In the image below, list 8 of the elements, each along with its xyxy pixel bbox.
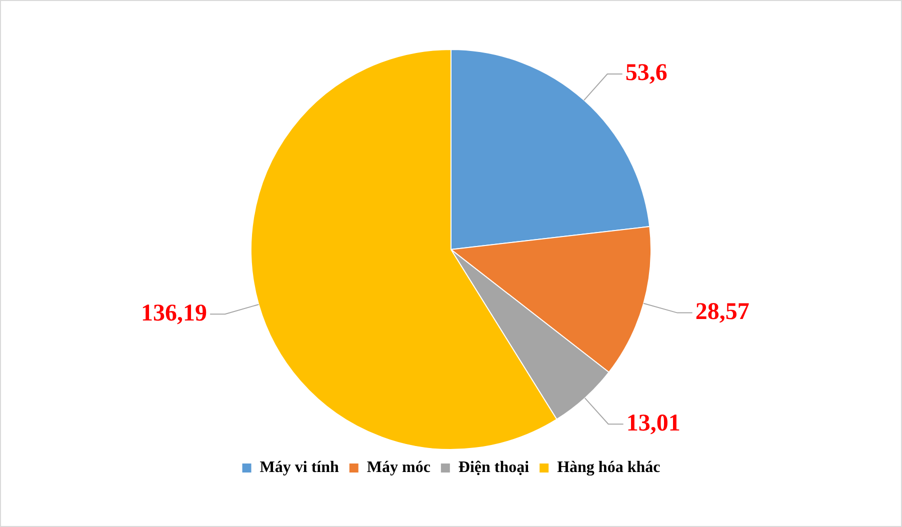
data-label: 28,57 bbox=[695, 299, 750, 325]
legend-label: Máy vi tính bbox=[260, 459, 339, 476]
data-label: 53,6 bbox=[625, 60, 668, 86]
legend-label: Máy móc bbox=[366, 459, 430, 476]
data-label: 136,19 bbox=[141, 300, 208, 326]
data-label: 13,01 bbox=[626, 410, 680, 436]
legend-label: Hàng hóa khác bbox=[557, 459, 660, 476]
legend-label: Điện thoại bbox=[458, 459, 530, 476]
